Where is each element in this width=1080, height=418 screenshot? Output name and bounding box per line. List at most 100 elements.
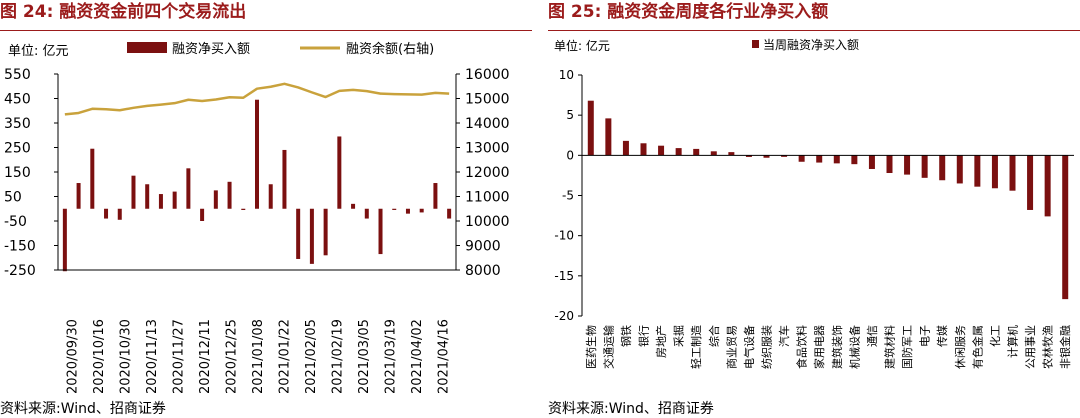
right-chart-panel: 图 25: 融资资金周度各行业净买入额 单位: 亿元 当周融资净买入额 10 5 0…	[548, 0, 1080, 417]
right-category-label: 房地产	[654, 325, 668, 358]
industry-net-buy-bar	[1009, 155, 1016, 191]
left-legend-line-label: 融资余额(右轴)	[346, 41, 434, 57]
net-buy-bar	[433, 183, 438, 209]
right-category-label: 计算机	[1006, 325, 1020, 358]
industry-net-buy-bar	[622, 140, 629, 156]
industry-net-buy-bar	[991, 155, 998, 189]
net-buy-bar	[392, 208, 397, 210]
net-buy-bar	[337, 136, 342, 209]
industry-net-buy-bar	[675, 148, 682, 156]
left-source-note: 资料来源:Wind、招商证券	[0, 401, 166, 417]
right-category-label: 建筑材料	[883, 325, 897, 369]
left-x-tick-label: 2020/11/13	[145, 319, 160, 394]
net-buy-bar	[227, 181, 232, 209]
industry-net-buy-bar	[745, 155, 752, 157]
right-y-axis: 10 5 0 -5 -10 -15 -20	[554, 68, 583, 323]
net-buy-bar	[296, 208, 301, 259]
industry-net-buy-bar	[956, 155, 963, 184]
right-y-tick-label: 12000	[465, 165, 510, 181]
industry-net-buy-bar	[833, 155, 840, 164]
right-category-label: 国防军工	[900, 325, 914, 369]
right-category-label: 交通运输	[601, 325, 615, 369]
left-x-tick-label: 2020/11/27	[171, 319, 186, 394]
left-balance-line	[64, 82, 450, 116]
net-buy-bar	[309, 208, 314, 264]
right-category-label: 汽车	[777, 325, 791, 347]
left-y-axis: 550 450 350 250 150 50 -50 -150 -250	[4, 67, 59, 279]
left-bars	[62, 99, 452, 272]
industry-net-buy-bar	[816, 155, 823, 163]
net-buy-bar	[419, 208, 424, 213]
right-legend-label: 当周融资净买入额	[763, 38, 859, 52]
right-category-label: 机械设备	[847, 325, 861, 369]
right-unit-label: 单位: 亿元	[554, 38, 610, 53]
right-category-label: 通信	[866, 325, 879, 347]
industry-net-buy-bar	[974, 155, 981, 187]
net-buy-bar	[186, 168, 191, 209]
left-x-tick-label: 2020/12/11	[198, 319, 213, 394]
right-y-tick-label: 9000	[465, 239, 501, 255]
net-buy-bar	[117, 208, 122, 220]
industry-net-buy-bar	[693, 148, 700, 156]
net-buy-bar	[447, 208, 452, 219]
left-x-tick-label: 2020/09/30	[65, 319, 80, 394]
right-category-label: 化工	[988, 325, 1002, 347]
left-x-tick-label: 2021/02/05	[304, 319, 319, 394]
left-x-tick-label: 2021/03/05	[357, 319, 372, 394]
left-y-tick-label: 450	[4, 92, 31, 108]
net-buy-bar	[378, 208, 383, 255]
net-buy-bar	[241, 208, 246, 210]
left-y-tick-label: 50	[4, 190, 22, 206]
industry-net-buy-bar	[921, 155, 928, 178]
industry-net-buy-bar	[1027, 155, 1034, 210]
right-y-tick-label: 11000	[465, 190, 510, 206]
left-y-tick-label: 550	[4, 67, 31, 83]
right-category-label: 电气设备	[742, 325, 756, 369]
right-category-label: 商业贸易	[724, 325, 738, 369]
net-buy-bar	[200, 208, 205, 221]
left-x-tick-label: 2021/04/16	[437, 319, 452, 394]
right-category-label: 建筑装饰	[830, 325, 844, 369]
net-buy-bar	[405, 208, 410, 214]
net-buy-bar	[172, 191, 177, 209]
net-buy-bar	[131, 175, 136, 209]
industry-net-buy-bar	[1044, 155, 1051, 217]
right-category-label: 有色金属	[970, 325, 984, 369]
net-buy-bar	[255, 99, 259, 209]
left-y-tick-label: 250	[4, 141, 31, 157]
right-y-tick-label: 13000	[465, 141, 510, 157]
net-buy-bar	[104, 208, 109, 219]
left-y-tick-label: -50	[4, 214, 27, 230]
net-buy-bar	[62, 208, 67, 272]
left-x-tick-label: 2021/03/19	[384, 319, 399, 394]
right-legend: 当周融资净买入额	[752, 38, 859, 52]
industry-net-buy-bar	[939, 155, 946, 181]
industry-net-buy-bar	[728, 152, 735, 156]
industry-net-buy-bar	[763, 155, 770, 158]
industry-net-buy-bar	[605, 118, 612, 156]
left-x-tick-label: 2020/12/25	[224, 319, 239, 394]
industry-net-buy-bar	[587, 100, 594, 156]
left-right-axis: 16000 15000 14000 13000 12000 11000 10000 9000 8…	[455, 67, 510, 279]
net-buy-bar	[158, 194, 163, 209]
right-category-label: 农林牧渔	[1041, 325, 1055, 369]
right-figure-title: 图 25: 融资资金周度各行业净买入额	[548, 2, 829, 22]
right-source-note: 资料来源:Wind、招商证券	[548, 401, 714, 417]
right-chart: 单位: 亿元 当周融资净买入额 10 5 0 -5 -10 -15 -20 医药生物 交通运输…	[554, 38, 1074, 369]
net-buy-bar	[351, 203, 356, 209]
right-category-label: 医药生物	[584, 325, 598, 369]
right-chart-y-tick-label: 5	[566, 108, 574, 122]
left-legend: 融资净买入额 融资余额(右轴)	[127, 41, 434, 57]
left-y-tick-label: -150	[4, 239, 36, 255]
right-category-label: 综合	[707, 325, 721, 347]
left-y-tick-label: 350	[4, 116, 31, 132]
left-x-tick-label: 2021/02/19	[331, 319, 346, 394]
industry-net-buy-bar	[781, 155, 788, 157]
industry-net-buy-bar	[658, 145, 665, 156]
right-category-label: 采掘	[672, 325, 686, 347]
right-category-label: 轻工制造	[689, 325, 703, 369]
left-figure-title: 图 24: 融资资金前四个交易流出	[0, 2, 247, 22]
left-x-tick-label: 2020/10/30	[118, 319, 133, 394]
right-category-label: 非银金融	[1058, 325, 1072, 369]
left-legend-bar-label: 融资净买入额	[172, 42, 250, 57]
